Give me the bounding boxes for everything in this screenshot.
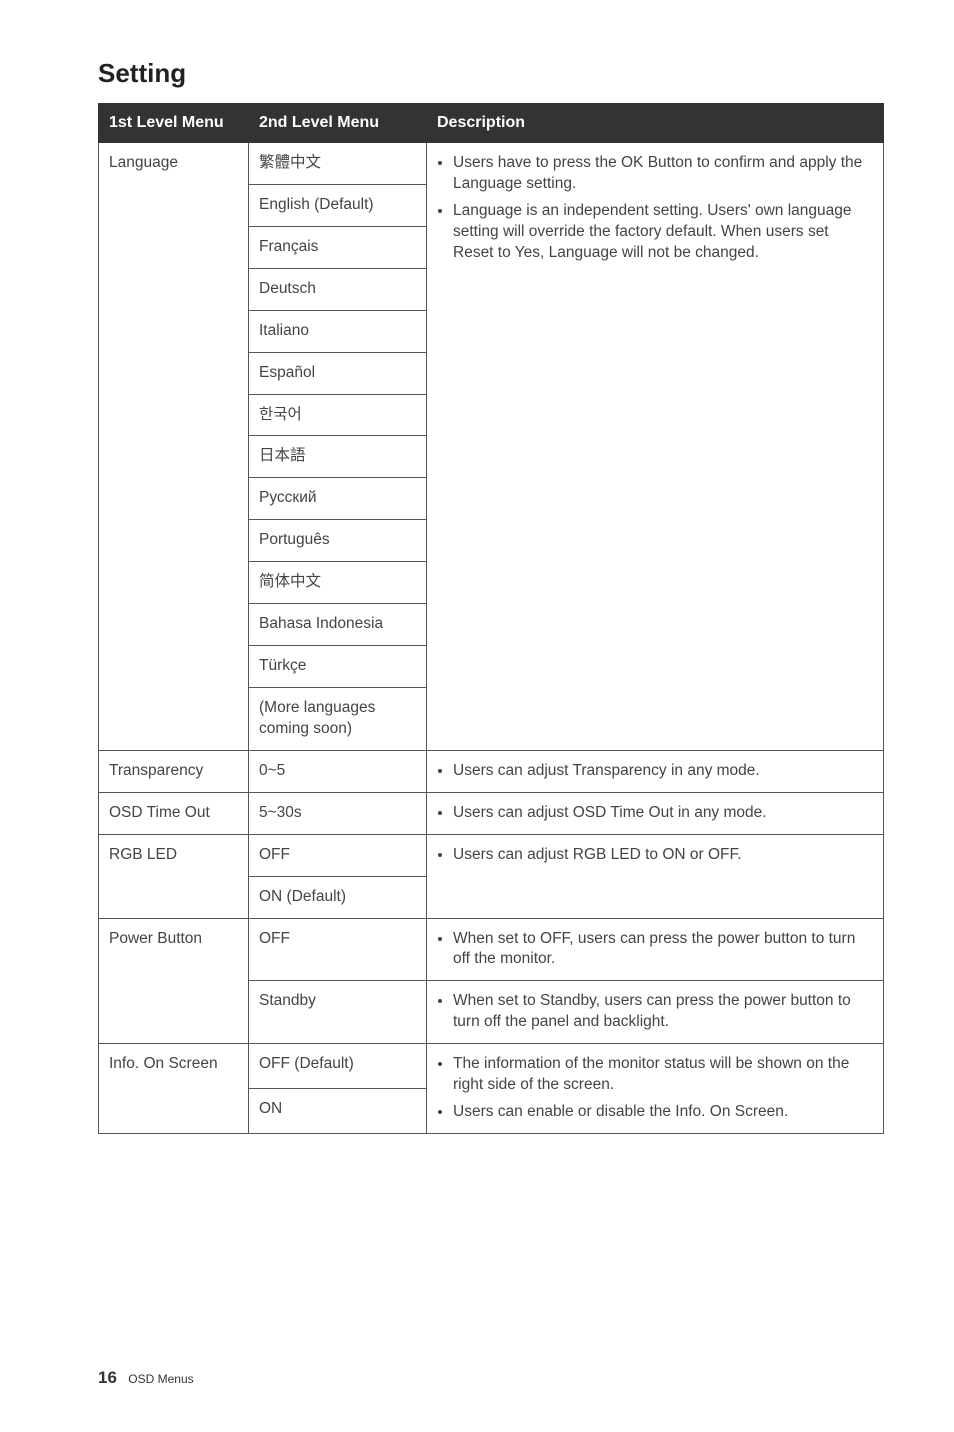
lang-opt: Français	[249, 226, 427, 268]
info-on-screen-desc: The information of the monitor status wi…	[427, 1044, 884, 1134]
lang-opt: English (Default)	[249, 184, 427, 226]
language-label: Language	[99, 143, 249, 751]
transparency-desc: Users can adjust Transparency in any mod…	[427, 750, 884, 792]
info-opt: ON	[249, 1089, 427, 1134]
osd-timeout-value: 5~30s	[249, 792, 427, 834]
transparency-label: Transparency	[99, 750, 249, 792]
lang-opt: Русский	[249, 478, 427, 520]
info-on-screen-label: Info. On Screen	[99, 1044, 249, 1134]
lang-opt: Türkçe	[249, 646, 427, 688]
language-desc-2: Language is an independent setting. User…	[453, 201, 873, 264]
language-desc: Users have to press the OK Button to con…	[427, 143, 884, 751]
rgb-led-opt: OFF	[249, 834, 427, 876]
settings-table: 1st Level Menu 2nd Level Menu Descriptio…	[98, 103, 884, 1134]
lang-opt: 简体中文	[249, 562, 427, 604]
page-number: 16	[98, 1368, 117, 1387]
rgb-led-opt: ON (Default)	[249, 876, 427, 918]
power-button-opt: OFF	[249, 918, 427, 981]
language-desc-1: Users have to press the OK Button to con…	[453, 153, 873, 195]
lang-opt: (More languages coming soon)	[249, 687, 427, 750]
lang-opt: Español	[249, 352, 427, 394]
page-footer: 16 OSD Menus	[98, 1368, 194, 1388]
transparency-desc-1: Users can adjust Transparency in any mod…	[453, 761, 873, 782]
info-desc-1: The information of the monitor status wi…	[453, 1054, 873, 1096]
header-1st: 1st Level Menu	[99, 104, 249, 143]
lang-opt: Italiano	[249, 310, 427, 352]
power-button-desc-standby: When set to Standby, users can press the…	[427, 981, 884, 1044]
power-desc-off: When set to OFF, users can press the pow…	[453, 929, 873, 971]
osd-timeout-desc: Users can adjust OSD Time Out in any mod…	[427, 792, 884, 834]
header-2nd: 2nd Level Menu	[249, 104, 427, 143]
info-opt: OFF (Default)	[249, 1044, 427, 1089]
lang-opt: Português	[249, 520, 427, 562]
lang-opt: Bahasa Indonesia	[249, 604, 427, 646]
rgb-led-label: RGB LED	[99, 834, 249, 918]
info-desc-2: Users can enable or disable the Info. On…	[453, 1102, 873, 1123]
lang-opt: 繁體中文	[249, 143, 427, 185]
power-button-opt: Standby	[249, 981, 427, 1044]
section-title: Setting	[98, 58, 884, 89]
osd-timeout-desc-1: Users can adjust OSD Time Out in any mod…	[453, 803, 873, 824]
lang-opt: 한국어	[249, 394, 427, 436]
rgb-led-desc: Users can adjust RGB LED to ON or OFF.	[427, 834, 884, 918]
power-desc-standby: When set to Standby, users can press the…	[453, 991, 873, 1033]
header-desc: Description	[427, 104, 884, 143]
lang-opt: Deutsch	[249, 268, 427, 310]
osd-timeout-label: OSD Time Out	[99, 792, 249, 834]
power-button-desc-off: When set to OFF, users can press the pow…	[427, 918, 884, 981]
rgb-led-desc-1: Users can adjust RGB LED to ON or OFF.	[453, 845, 873, 866]
lang-opt: 日本語	[249, 436, 427, 478]
power-button-label: Power Button	[99, 918, 249, 1044]
transparency-value: 0~5	[249, 750, 427, 792]
footer-section: OSD Menus	[128, 1372, 193, 1386]
